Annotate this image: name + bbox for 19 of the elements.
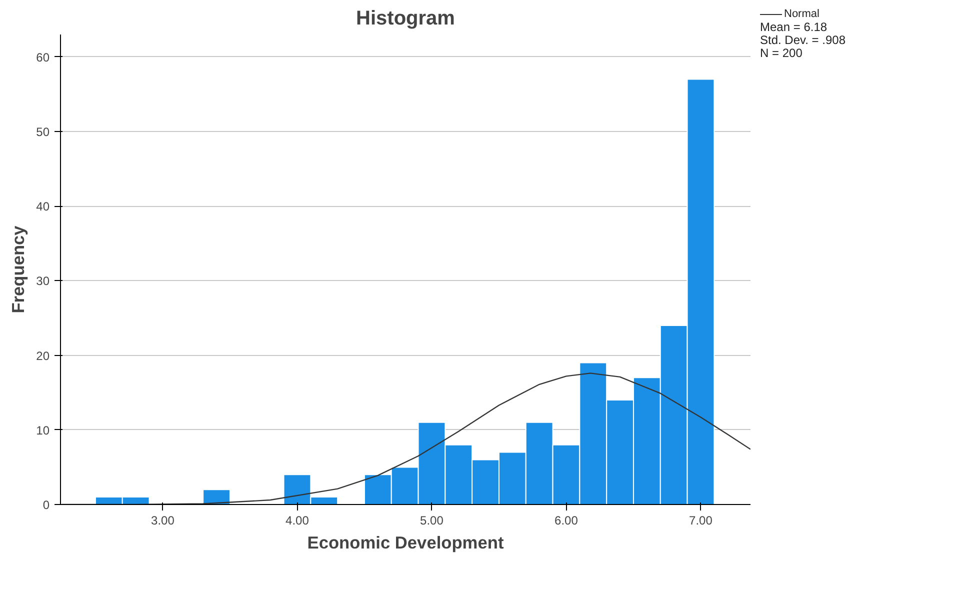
legend: Normal (760, 8, 846, 21)
x-tick-label: 6.00 (554, 514, 578, 528)
x-tick-label: 3.00 (151, 514, 175, 528)
y-tick-label: 40 (36, 200, 50, 214)
text: N = 200 (760, 46, 804, 60)
y-tick-label: 20 (36, 348, 50, 363)
y-tick-label: 30 (36, 274, 50, 288)
y-tick-label: 50 (36, 124, 50, 139)
y-tick-label: 60 (36, 50, 50, 64)
x-tick-label: 4.00 (286, 514, 310, 528)
text: Mean = 6.18 (760, 20, 828, 34)
y-tick-label: 0 (42, 498, 50, 512)
text: Std. Dev. = .908 (760, 33, 846, 47)
x-tick-label: 5.00 (420, 514, 444, 528)
y-axis-title: Frequency (8, 225, 28, 314)
x-tick-label: 7.00 (689, 514, 713, 528)
chart-title: Histogram (356, 8, 455, 30)
y-tick-label: 10 (36, 423, 50, 438)
x-axis-title: Economic Development (307, 532, 504, 552)
